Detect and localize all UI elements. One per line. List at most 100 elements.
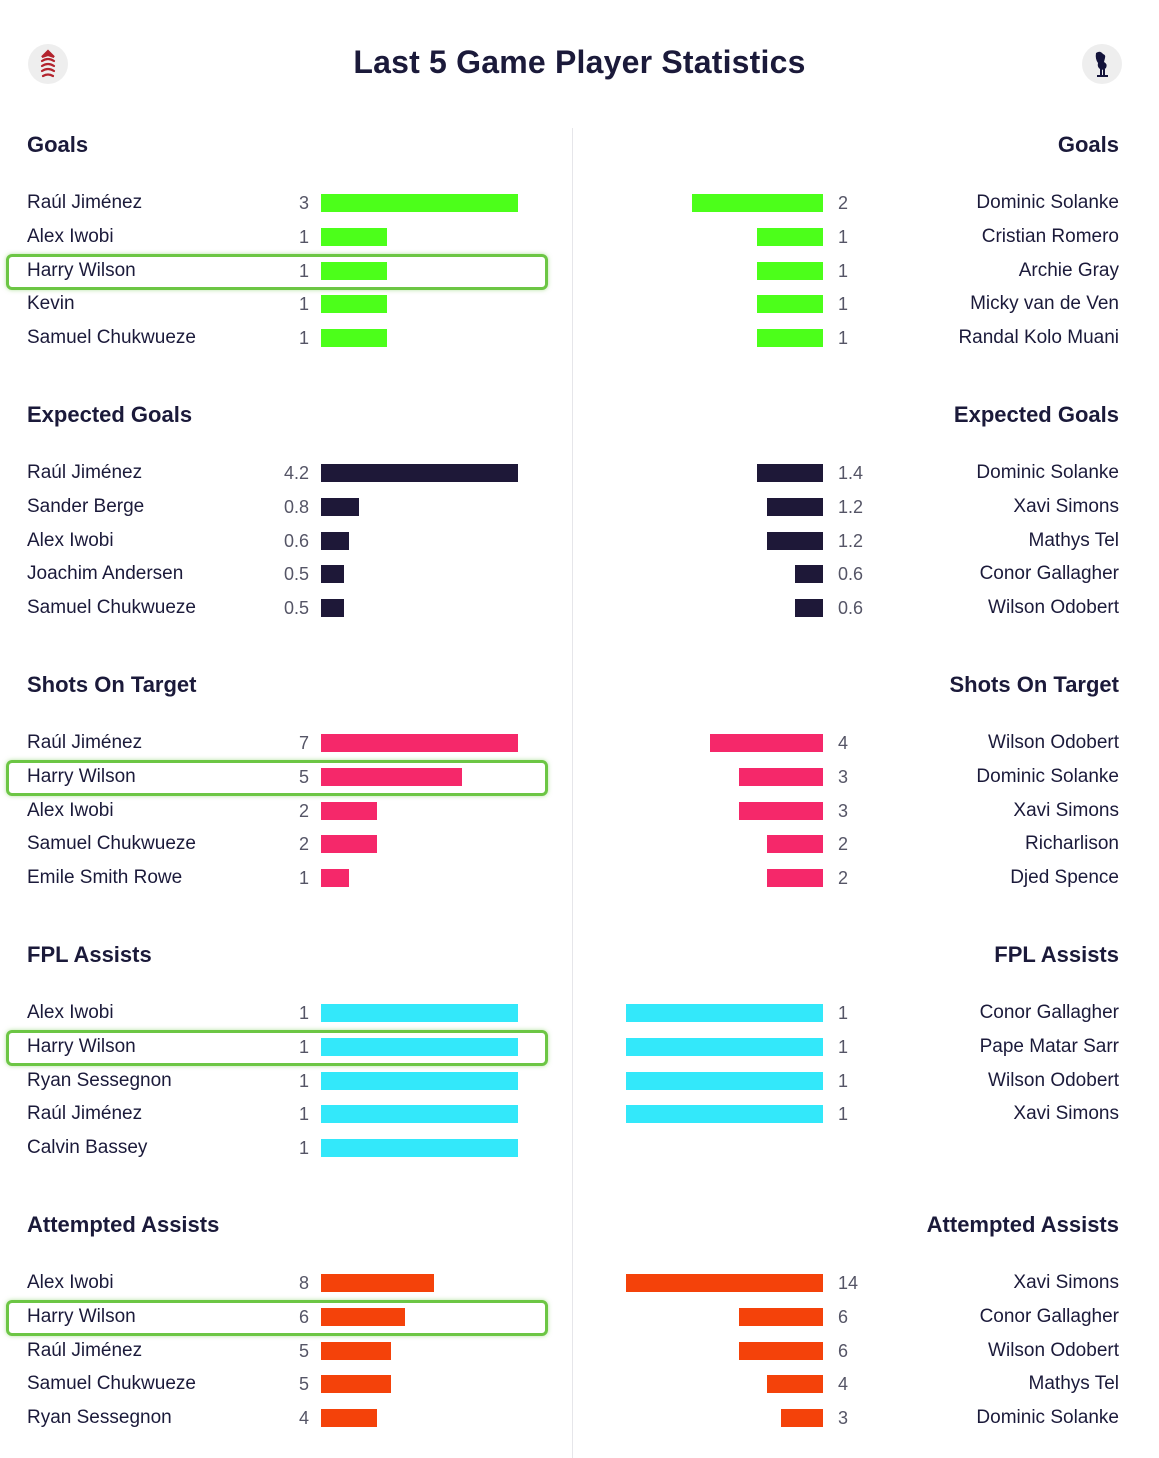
section-title-left: FPL Assists [27,942,152,967]
player-name-left: Samuel Chukwueze [27,597,196,619]
stat-bar-left [321,295,387,314]
stat-value-right: 2 [838,193,849,213]
player-name-right: Djed Spence [1010,867,1119,889]
player-name-left: Raúl Jiménez [27,732,143,753]
stat-value-left: 5 [298,766,309,787]
player-name-right: Dominic Solanke [976,462,1119,483]
player-name-right: Xavi Simons [1013,799,1119,821]
stat-bar-left [321,329,387,348]
player-name-right: Xavi Simons [1013,495,1119,517]
stat-bar-right [757,295,823,314]
stat-bar-right [626,1274,823,1292]
stat-bar-right [626,1105,823,1124]
player-name-left: Kevin [27,293,75,315]
player-name-left: Raúl Jiménez [27,1103,143,1125]
stat-value-left: 3 [298,193,309,213]
stat-bar-right [795,565,823,584]
player-name-left: Harry Wilson [27,259,136,281]
stat-value-right: 4 [838,1374,849,1395]
stat-bar-right [739,801,823,820]
player-name-left: Sander Berge [27,495,145,517]
page-title: Last 5 Game Player Statistics [353,44,806,80]
stat-value-left: 5 [298,1340,309,1361]
stat-value-right: 1.2 [838,496,864,517]
player-name-left: Raúl Jiménez [27,1339,143,1361]
section-title-left: Goals [27,132,89,157]
player-name-right: Conor Gallagher [979,563,1119,585]
stat-value-right: 1.4 [838,463,864,483]
stat-value-right: 6 [838,1340,849,1361]
section-title-right: Goals [1057,132,1119,157]
stat-bar-right [626,1004,823,1022]
stat-bar-left [321,531,349,550]
stat-bar-left [321,1341,391,1360]
stat-value-right: 1.2 [838,530,864,551]
stat-bar-left [321,1105,518,1124]
stat-bar-right [739,1341,823,1360]
stat-value-right: 6 [838,1306,849,1327]
stat-bar-left [321,835,377,854]
stat-bar-right [739,1307,823,1326]
player-name-right: Mathys Tel [1028,1373,1119,1395]
stat-bar-right [757,261,823,280]
fulham-crest-icon [28,44,68,84]
stat-bar-right [757,464,823,482]
player-name-left: Alex Iwobi [27,529,114,551]
stat-bar-left [321,767,462,786]
stat-value-left: 0.6 [283,530,309,551]
stat-value-left: 1 [298,1036,309,1057]
player-name-right: Archie Gray [1018,259,1119,281]
stat-bar-left [321,869,349,888]
highlight-box [6,1299,548,1336]
player-name-right: Wilson Odobert [988,732,1119,753]
stat-bar-right [767,869,823,888]
stat-bar-right [757,329,823,348]
stat-value-left: 1 [298,1104,309,1125]
stat-bar-left [321,734,518,752]
stat-bar-left [321,464,518,482]
stat-value-right: 1 [838,226,849,247]
column-divider [572,128,573,1458]
stat-bar-left [321,261,387,280]
player-name-left: Emile Smith Rowe [27,867,183,889]
player-name-left: Alex Iwobi [27,799,114,821]
player-name-left: Calvin Bassey [27,1137,148,1159]
stat-value-right: 1 [838,1003,849,1023]
stat-bar-right [626,1071,823,1090]
stat-value-left: 1 [298,294,309,315]
player-name-left: Joachim Andersen [27,563,184,585]
stat-value-left: 1 [298,226,309,247]
player-name-left: Samuel Chukwueze [27,1373,196,1395]
stat-bar-left [321,1375,391,1394]
stat-value-left: 4 [298,1408,309,1429]
stat-bar-left [321,599,344,618]
section-title-right: Shots On Target [949,672,1120,697]
stat-bar-left [321,194,518,212]
player-name-left: Samuel Chukwueze [27,833,196,855]
stat-bar-left [321,801,377,820]
player-name-left: Raúl Jiménez [27,462,143,483]
stat-value-left: 4.2 [283,463,309,483]
player-name-right: Dominic Solanke [976,192,1119,213]
player-name-left: Alex Iwobi [27,225,114,247]
player-name-left: Samuel Chukwueze [27,327,196,349]
player-name-right: Pape Matar Sarr [979,1035,1119,1057]
player-name-right: Micky van de Ven [970,293,1119,315]
player-name-left: Harry Wilson [27,1035,136,1057]
stat-value-right: 1 [838,328,849,349]
player-name-left: Alex Iwobi [27,1002,114,1023]
player-name-right: Dominic Solanke [976,765,1119,787]
stat-bar-left [321,1071,518,1090]
stat-bar-right [710,734,823,752]
section-title-right: Attempted Assists [926,1212,1119,1237]
player-name-right: Conor Gallagher [979,1002,1119,1023]
player-name-left: Harry Wilson [27,765,136,787]
highlight-box [6,1029,548,1066]
stat-value-right: 3 [838,766,849,787]
stat-bar-left [321,1274,434,1292]
player-name-right: Cristian Romero [981,225,1119,247]
stat-value-left: 7 [298,733,309,753]
stat-bar-right [781,1409,823,1428]
player-name-right: Randal Kolo Muani [958,327,1119,349]
tottenham-cockerel-icon [1082,44,1122,84]
